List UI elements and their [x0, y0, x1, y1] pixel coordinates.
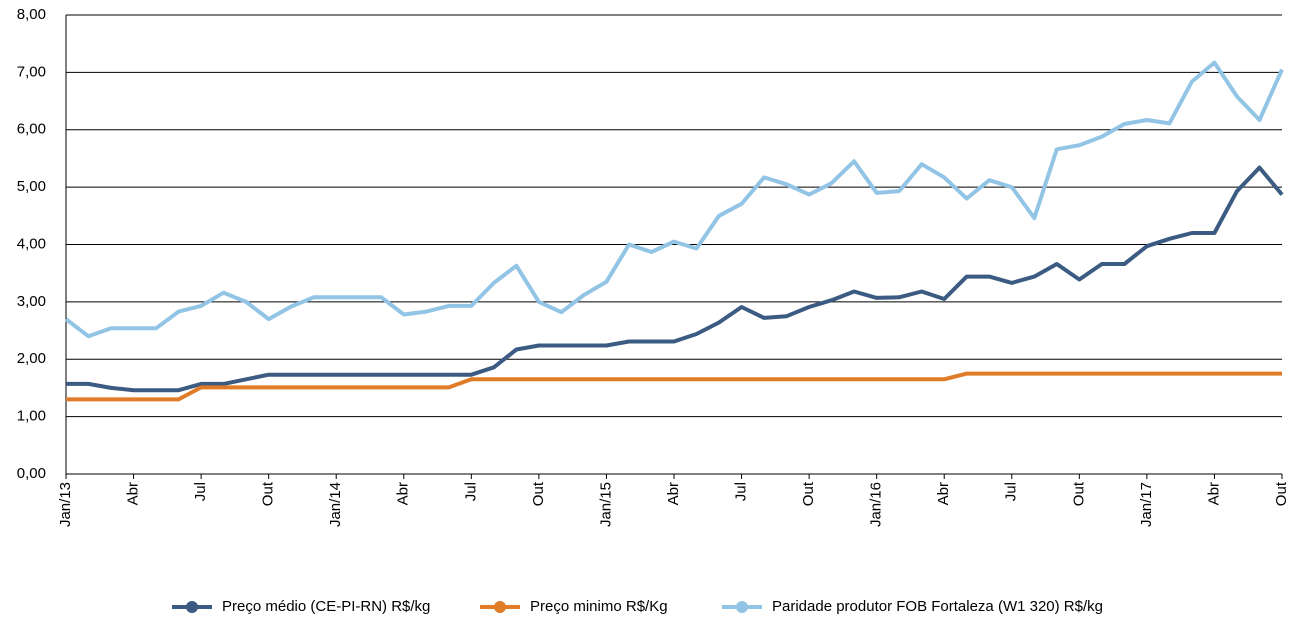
- x-tick-label: Out: [260, 481, 277, 506]
- x-tick-label: Jul: [1003, 482, 1020, 501]
- x-tick-label: Jul: [733, 482, 750, 501]
- x-tick-label: Out: [800, 481, 817, 506]
- x-tick-label: Abr: [125, 482, 142, 505]
- y-tick-label: 4,00: [17, 235, 46, 252]
- y-tick-label: 5,00: [17, 178, 46, 195]
- x-tick-label: Out: [1070, 481, 1087, 506]
- legend: Preço médio (CE-PI-RN) R$/kg Preço minimo…: [172, 598, 1103, 615]
- x-tick-label: Jan/13: [57, 482, 74, 527]
- x-tick-label: Jan/14: [327, 482, 344, 527]
- y-tick-label: 7,00: [17, 63, 46, 80]
- legend-marker: [186, 601, 198, 613]
- x-tick-label: Jul: [192, 482, 209, 501]
- y-tick-label: 3,00: [17, 293, 46, 310]
- x-tick-label: Jan/15: [597, 482, 614, 527]
- x-tick-label: Jan/17: [1138, 482, 1155, 527]
- series-line: [64, 60, 1284, 339]
- x-tick-label: Out: [530, 481, 547, 506]
- y-tick-label: 2,00: [17, 350, 46, 367]
- series-line: [66, 165, 1284, 393]
- series-line: [66, 371, 1282, 402]
- y-tick-label: 0,00: [17, 465, 46, 482]
- y-tick-label: 1,00: [17, 408, 46, 425]
- x-tick-label: Abr: [665, 482, 682, 505]
- x-tick-label: Abr: [1205, 482, 1222, 505]
- grid: [65, 14, 1283, 479]
- legend-marker: [494, 601, 506, 613]
- lines: [64, 60, 1284, 402]
- x-tick-label: Jul: [462, 482, 479, 501]
- x-tick-label: Jan/16: [868, 482, 885, 527]
- legend-label: Preço minimo R$/Kg: [530, 598, 668, 615]
- x-tick-label: Out: [1273, 481, 1290, 506]
- x-tick-label: Abr: [395, 482, 412, 505]
- y-tick-label: 8,00: [17, 6, 46, 23]
- x-tick-label: Abr: [935, 482, 952, 505]
- legend-label: Paridade produtor FOB Fortaleza (W1 320)…: [772, 598, 1103, 615]
- legend-marker: [736, 601, 748, 613]
- legend-label: Preço médio (CE-PI-RN) R$/kg: [222, 598, 430, 615]
- y-tick-label: 6,00: [17, 121, 46, 138]
- labels: 0,00 1,00 2,00 3,00 4,00 5,00 6,00 7,00 8,00 Jan/…: [17, 6, 1290, 527]
